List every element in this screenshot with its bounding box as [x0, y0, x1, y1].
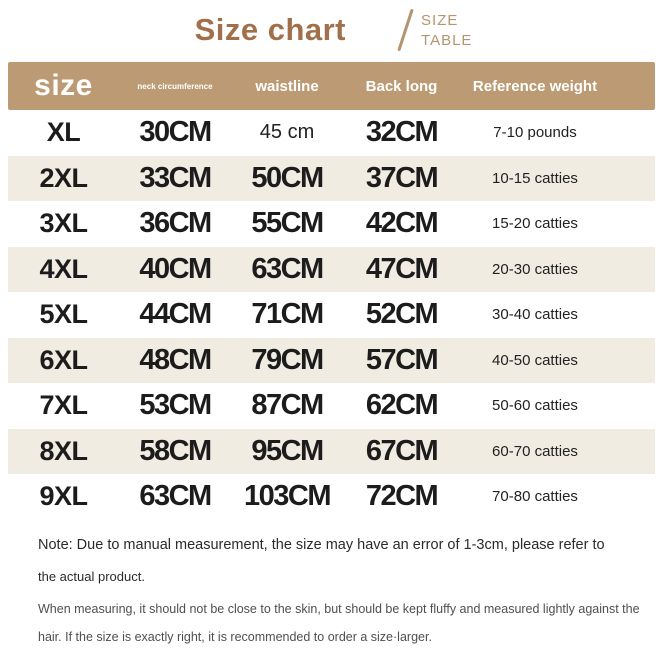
cell-size: 2XL — [39, 162, 88, 193]
page-subtitle: SIZE TABLE — [421, 6, 472, 50]
note-line-4: hair. If the size is exactly right, it i… — [38, 630, 432, 644]
note-line-3: When measuring, it should not be close t… — [38, 602, 640, 616]
cell-waistline: 55CM — [251, 207, 324, 240]
cell-reference-weight: 70-80 catties — [492, 488, 578, 506]
cell-neck-circumference: 30CM — [139, 116, 212, 149]
table-row: 7XL 53CM 87CM 62CM 50-60 catties — [8, 383, 655, 429]
table-row: 8XL 58CM 95CM 67CM 60-70 catties — [8, 428, 655, 474]
cell-reference-weight: 30-40 catties — [492, 306, 578, 324]
cell-reference-weight: 50-60 catties — [492, 397, 578, 415]
cell-back-long: 67CM — [365, 434, 439, 467]
column-header-reference-weight: Reference weight — [472, 77, 598, 95]
cell-back-long: 52CM — [365, 298, 439, 331]
cell-reference-weight: 7-10 pounds — [493, 124, 577, 142]
cell-waistline: 71CM — [251, 298, 324, 331]
table-row: 9XL 63CM 103CM 72CM 70-80 catties — [8, 474, 655, 520]
cell-waistline: 50CM — [251, 161, 324, 194]
cell-waistline: 103CM — [244, 480, 332, 513]
cell-neck-circumference: 36CM — [139, 207, 212, 240]
note-line-2: the actual product. — [38, 569, 145, 584]
cell-neck-circumference: 33CM — [139, 161, 212, 194]
cell-reference-weight: 10-15 catties — [492, 169, 578, 187]
cell-neck-circumference: 48CM — [139, 343, 212, 376]
table-row: 2XL 33CM 50CM 37CM 10-15 catties — [8, 155, 655, 201]
cell-waistline: 95CM — [251, 434, 324, 467]
table-row: 4XL 40CM 63CM 47CM 20-30 catties — [8, 246, 655, 292]
column-header-neck-circumference: neck circumference — [137, 81, 213, 91]
cell-size: 8XL — [39, 435, 88, 466]
table-body: XL 30CM 45 cm 32CM 7-10 pounds 2XL 33CM … — [8, 110, 655, 520]
cell-back-long: 37CM — [365, 161, 439, 194]
cell-waistline: 87CM — [251, 389, 324, 422]
cell-neck-circumference: 53CM — [139, 389, 212, 422]
note-line-1: Note: Due to manual measurement, the siz… — [38, 537, 605, 553]
cell-back-long: 62CM — [365, 389, 439, 422]
column-header-waistline: waistline — [255, 77, 319, 95]
cell-reference-weight: 15-20 catties — [492, 215, 578, 233]
subtitle-line1: SIZE — [421, 12, 459, 29]
cell-size: 6XL — [39, 344, 88, 375]
title-block: Size chart SIZE TABLE — [0, 6, 667, 60]
cell-neck-circumference: 40CM — [139, 252, 212, 285]
notes-section: Note: Due to manual measurement, the siz… — [38, 537, 641, 644]
cell-size: 5XL — [39, 299, 88, 330]
table-header-row: size neck circumference waistline Back l… — [8, 62, 655, 110]
size-table: size neck circumference waistline Back l… — [8, 62, 655, 520]
cell-waistline: 79CM — [251, 343, 324, 376]
cell-waistline: 63CM — [251, 252, 324, 285]
cell-neck-circumference: 44CM — [139, 298, 212, 331]
column-header-back-long: Back long — [365, 77, 438, 95]
page-title: Size chart — [194, 12, 347, 47]
cell-back-long: 32CM — [365, 116, 439, 149]
cell-back-long: 42CM — [365, 207, 439, 240]
cell-back-long: 47CM — [365, 252, 439, 285]
cell-back-long: 72CM — [365, 480, 439, 513]
cell-reference-weight: 20-30 catties — [492, 260, 578, 278]
column-header-size: size — [34, 69, 93, 102]
table-row: XL 30CM 45 cm 32CM 7-10 pounds — [8, 110, 655, 156]
cell-size: 3XL — [39, 208, 88, 239]
slash-divider-icon — [397, 8, 414, 52]
cell-size: 4XL — [39, 253, 88, 284]
subtitle-line2: TABLE — [421, 31, 473, 49]
cell-waistline: 45 cm — [259, 121, 315, 144]
cell-neck-circumference: 63CM — [139, 480, 212, 513]
cell-reference-weight: 60-70 catties — [492, 442, 578, 460]
table-row: 6XL 48CM 79CM 57CM 40-50 catties — [8, 337, 655, 383]
cell-reference-weight: 40-50 catties — [492, 351, 578, 369]
cell-size: 7XL — [39, 390, 88, 421]
cell-size: 9XL — [39, 481, 88, 512]
table-row: 3XL 36CM 55CM 42CM 15-20 catties — [8, 201, 655, 247]
cell-neck-circumference: 58CM — [139, 434, 212, 467]
cell-back-long: 57CM — [365, 343, 439, 376]
table-row: 5XL 44CM 71CM 52CM 30-40 catties — [8, 292, 655, 338]
cell-size: XL — [46, 117, 81, 148]
